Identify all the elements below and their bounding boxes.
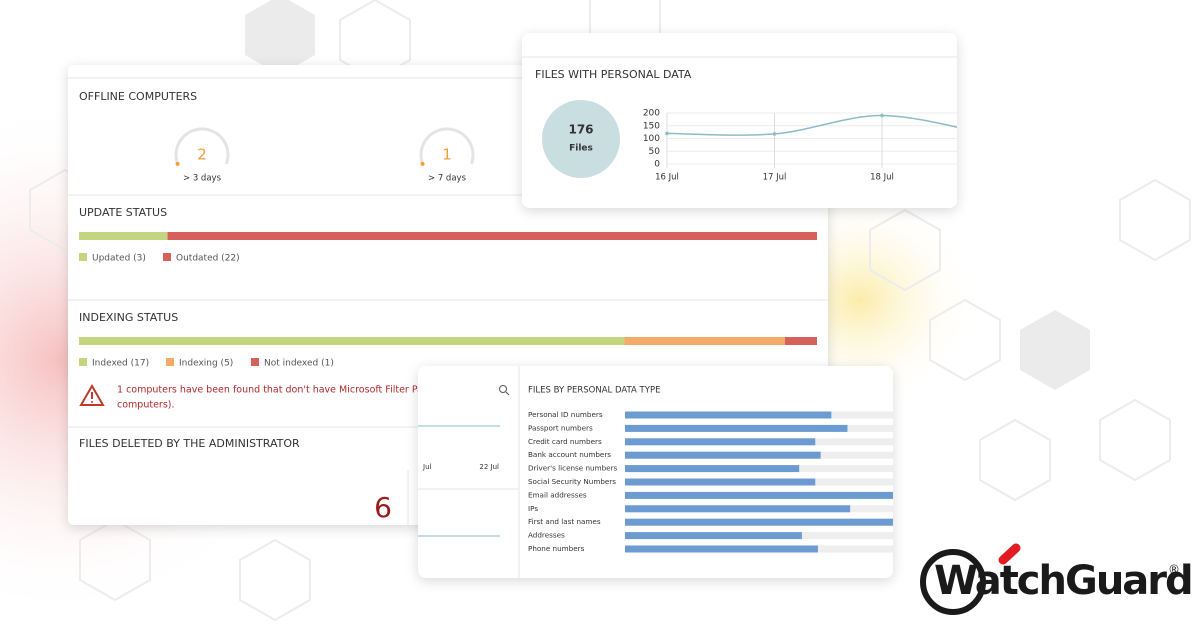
logo-text: WatchGuard <box>934 558 1192 604</box>
logo-mark: ® <box>1168 563 1180 577</box>
x-tick-label: 18 Jul <box>870 173 894 183</box>
legend-swatch <box>163 253 171 261</box>
bar <box>625 411 832 419</box>
warning-text: 1 computers have been found that don't h… <box>117 385 445 396</box>
category-label: Credit card numbers <box>528 437 602 446</box>
category-label: Phone numbers <box>528 544 585 553</box>
section-title: OFFLINE COMPUTERS <box>79 90 197 103</box>
gauge-value: 1 <box>442 146 452 164</box>
bar <box>625 451 821 459</box>
gauge-marker <box>420 161 425 166</box>
point <box>665 131 669 136</box>
legend-label: Updated (3) <box>92 254 146 264</box>
gauge-label: > 3 days <box>183 174 222 184</box>
status-segment <box>784 337 817 345</box>
x-tick-label: 22 Jul <box>479 463 499 471</box>
legend-label: Indexed (17) <box>92 359 149 369</box>
category-label: Social Security Numbers <box>528 477 616 486</box>
warning-text: computers). <box>117 400 175 411</box>
gauge-label: > 7 days <box>428 174 467 184</box>
legend-swatch <box>166 358 174 366</box>
hex-pattern <box>29 0 1191 622</box>
warning-icon <box>79 384 105 406</box>
panel-title: FILES BY PERSONAL DATA TYPE <box>528 386 660 396</box>
category-label: First and last names <box>528 517 601 526</box>
legend-swatch <box>79 253 87 261</box>
x-tick-label: 17 Jul <box>763 173 787 183</box>
total-label: Files <box>569 144 593 154</box>
line <box>666 114 957 136</box>
status-segment <box>624 337 785 345</box>
bar <box>625 545 818 553</box>
y-tick-label: 100 <box>643 134 660 144</box>
status-segment <box>167 232 817 240</box>
point <box>880 113 884 118</box>
bar <box>625 518 893 526</box>
legend-label: Indexing (5) <box>179 359 233 369</box>
total-files: 176 <box>568 123 593 137</box>
status-segment <box>79 232 168 240</box>
bar <box>625 491 893 499</box>
bar <box>625 438 816 446</box>
personal-data-panel: FILES WITH PERSONAL DATA 176 Files 0 50 10… <box>522 33 957 208</box>
category-label: Email addresses <box>528 490 587 499</box>
gauge-track <box>419 127 475 165</box>
panel-title: FILES WITH PERSONAL DATA <box>535 68 692 81</box>
x-tick-label: 16 Jul <box>655 173 679 183</box>
line-chart: 0 50 100 150 200 16 Jul 17 Jul 18 Jul <box>643 109 957 183</box>
section-title: INDEXING STATUS <box>79 311 178 324</box>
x-tick-label: Jul <box>422 463 432 471</box>
category-label: Passport numbers <box>528 423 593 432</box>
category-label: Driver's license numbers <box>528 464 618 473</box>
bar <box>625 505 851 513</box>
section-title: UPDATE STATUS <box>79 206 167 219</box>
gauge-marker <box>175 161 180 166</box>
y-tick-label: 200 <box>643 109 660 119</box>
category-label: Personal ID numbers <box>528 410 603 419</box>
bar <box>625 465 800 473</box>
logo: WatchGuard ® <box>920 543 1194 615</box>
bar <box>625 478 816 486</box>
legend-swatch <box>251 358 259 366</box>
gauge-track <box>174 127 230 165</box>
y-tick-label: 50 <box>649 147 661 157</box>
category-label: Bank account numbers <box>528 450 611 459</box>
bar <box>625 532 802 540</box>
legend-swatch <box>79 358 87 366</box>
deleted-count: 6 <box>374 491 392 524</box>
bar <box>625 424 848 432</box>
status-segment <box>79 337 625 345</box>
category-label: IPs <box>528 504 538 513</box>
gauge-value: 2 <box>197 146 207 164</box>
legend-label: Not indexed (1) <box>264 359 334 369</box>
point <box>772 132 777 136</box>
section-title: FILES DELETED BY THE ADMINISTRATOR <box>79 437 300 450</box>
y-tick-label: 0 <box>654 160 660 170</box>
y-tick-label: 150 <box>643 121 660 131</box>
legend-label: Outdated (22) <box>176 254 240 264</box>
category-label: Addresses <box>528 531 565 540</box>
